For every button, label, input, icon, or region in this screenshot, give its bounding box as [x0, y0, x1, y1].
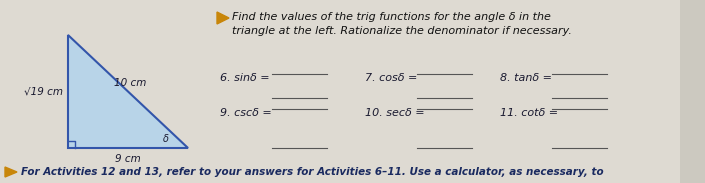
Text: 9 cm: 9 cm	[115, 154, 141, 164]
Text: 6. sinδ =: 6. sinδ =	[220, 73, 269, 83]
Text: √19 cm: √19 cm	[24, 87, 63, 96]
Text: 10 cm: 10 cm	[114, 79, 146, 89]
Text: For Activities 12 and 13, refer to your answers for Activities 6–11. Use a calcu: For Activities 12 and 13, refer to your …	[21, 167, 603, 177]
Polygon shape	[68, 35, 188, 148]
Text: Find the values of the trig functions for the angle δ in the: Find the values of the trig functions fo…	[232, 12, 551, 22]
Text: 8. tanδ =: 8. tanδ =	[500, 73, 552, 83]
Text: 9. cscδ =: 9. cscδ =	[220, 108, 271, 118]
Polygon shape	[217, 12, 229, 24]
FancyBboxPatch shape	[0, 0, 680, 183]
Text: 7. cosδ =: 7. cosδ =	[365, 73, 417, 83]
Text: triangle at the left. Rationalize the denominator if necessary.: triangle at the left. Rationalize the de…	[232, 26, 572, 36]
Text: δ: δ	[163, 134, 169, 144]
Text: 11. cotδ =: 11. cotδ =	[500, 108, 558, 118]
Polygon shape	[5, 167, 17, 177]
Text: 10. secδ =: 10. secδ =	[365, 108, 424, 118]
